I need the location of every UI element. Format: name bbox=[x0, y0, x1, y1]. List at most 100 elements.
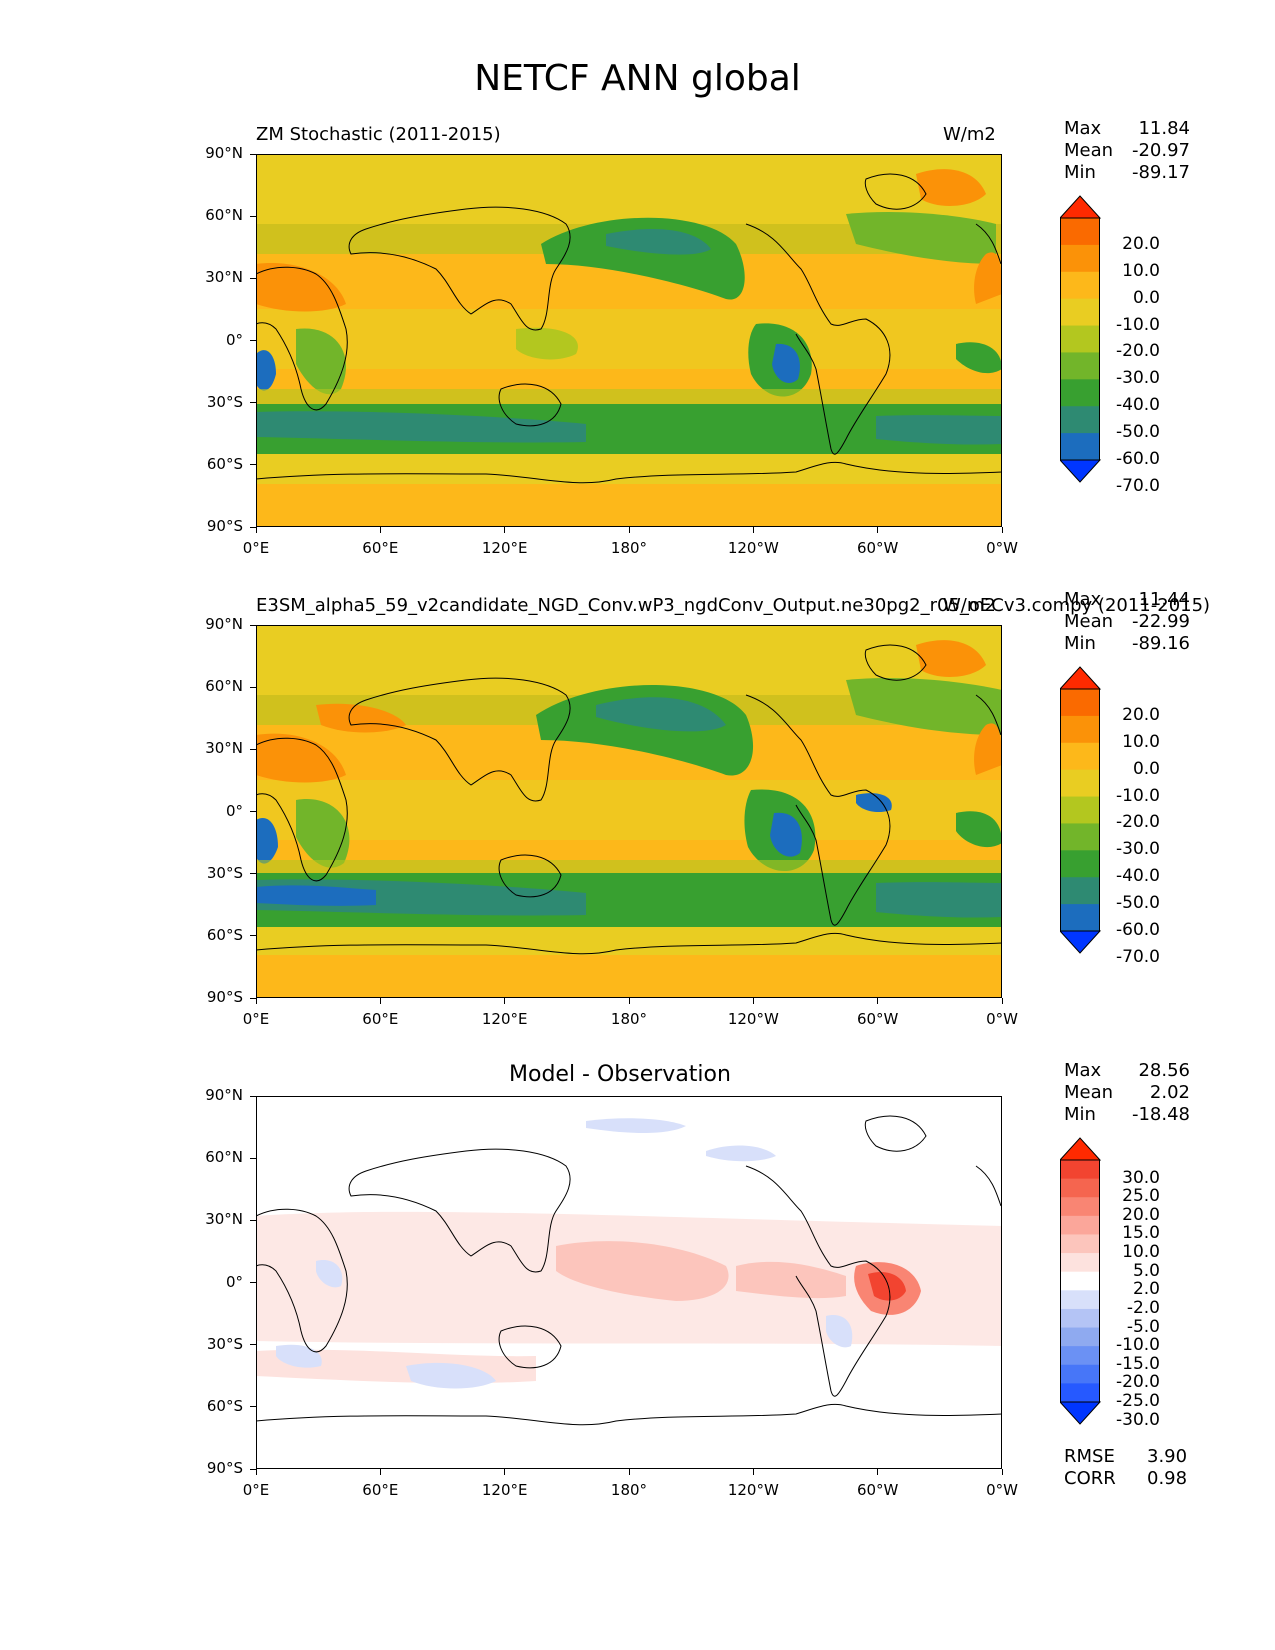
panel3-ytick bbox=[250, 1344, 256, 1346]
panel3-stat-value: 2.02 bbox=[1149, 1082, 1190, 1103]
panel2-xtick-label: 180° bbox=[610, 1010, 648, 1028]
panel1-xtick-label: 60°E bbox=[362, 539, 399, 557]
panel3-colorbar-label: -2.0 bbox=[1126, 1297, 1160, 1318]
panel3-ytick-label: 60°S bbox=[206, 1396, 243, 1415]
panel2-ytick-label: 90°S bbox=[206, 988, 243, 1006]
colorbar-segment bbox=[1060, 1346, 1100, 1366]
colorbar-segment bbox=[1060, 1271, 1100, 1291]
colorbar-segment bbox=[1060, 379, 1100, 407]
colorbar-segment bbox=[1060, 742, 1100, 771]
panel3-stat-value: 28.56 bbox=[1138, 1060, 1190, 1081]
panel3-ytick bbox=[250, 1095, 256, 1097]
figure-title: NETCF ANN global bbox=[474, 58, 801, 99]
panel2-stat-label: Min bbox=[1064, 633, 1096, 654]
colorbar-segment bbox=[1060, 1308, 1100, 1329]
panel3-ytick-label: 90°S bbox=[206, 1459, 243, 1477]
panel3-colorbar bbox=[1060, 1137, 1102, 1425]
colorbar-segment bbox=[1060, 1160, 1100, 1180]
panel3-colorbar-label: -5.0 bbox=[1126, 1316, 1160, 1337]
panel3-ytick-label: 90°N bbox=[205, 1086, 243, 1104]
panel3-colorbar-label: 2.0 bbox=[1132, 1279, 1160, 1300]
panel2-xtick bbox=[628, 998, 630, 1004]
panel2-colorbar-label: -50.0 bbox=[1116, 893, 1160, 914]
panel2-xtick-label: 0°E bbox=[242, 1010, 270, 1028]
panel1-xtick bbox=[379, 527, 381, 533]
panel1-colorbar-label: 20.0 bbox=[1122, 233, 1160, 254]
panel2-map bbox=[256, 625, 1002, 998]
colorbar-segment bbox=[1060, 1290, 1100, 1310]
panel3-ytick bbox=[250, 1406, 256, 1408]
panel1-ytick-label: 0° bbox=[225, 330, 243, 349]
panel2-stat-value: -89.16 bbox=[1131, 633, 1190, 654]
panel2-natlantic-track bbox=[846, 678, 1002, 735]
panel1-xtick bbox=[877, 527, 879, 533]
panel3-colorbar-label: -10.0 bbox=[1116, 1335, 1160, 1356]
panel2-ytick bbox=[250, 811, 256, 812]
colorbar-segment bbox=[1060, 218, 1100, 246]
rmse-value: 3.90 bbox=[1147, 1446, 1188, 1467]
panel1-natlantic-track bbox=[846, 212, 996, 264]
colorbar-segment bbox=[1060, 1327, 1100, 1347]
panel2-colorbar-label: -60.0 bbox=[1116, 920, 1160, 940]
panel1-xtick bbox=[504, 527, 506, 533]
panel3-xtick bbox=[752, 1469, 754, 1475]
panel1-xtick-label: 60°W bbox=[856, 539, 899, 557]
panel3-xtick bbox=[1001, 1469, 1003, 1475]
panel1-ytick bbox=[250, 340, 256, 341]
panel2-xtick-label: 0°W bbox=[986, 1010, 1018, 1028]
panel2-ytick-label: 90°N bbox=[205, 615, 243, 633]
panel1-ytick-label: 60°N bbox=[205, 206, 243, 225]
panel1-xtick-label: 120°E bbox=[481, 539, 528, 557]
panel1-colorbar-label: 10.0 bbox=[1122, 260, 1160, 281]
panel2-xtick bbox=[255, 998, 257, 1004]
panel2-ytick-label: 0° bbox=[225, 801, 243, 820]
panel2-xtick bbox=[752, 998, 754, 1004]
panel2-ytick-label: 60°N bbox=[205, 677, 243, 696]
panel2-colorbar-label: -70.0 bbox=[1116, 946, 1160, 967]
colorbar-segment bbox=[1060, 796, 1100, 824]
panel2-colorbar-label: 10.0 bbox=[1122, 731, 1160, 752]
panel3-ytick bbox=[250, 1282, 256, 1283]
panel2-stat-value: -22.99 bbox=[1131, 611, 1190, 632]
panel3-xtick bbox=[255, 1469, 257, 1475]
panel1-colorbar-label: -70.0 bbox=[1116, 475, 1160, 496]
panel1-units: W/m2 bbox=[943, 124, 996, 145]
panel2-colorbar-label: -10.0 bbox=[1116, 785, 1160, 806]
panel1-ytick-label: 30°N bbox=[205, 268, 243, 287]
panel3-colorbar-label: -25.0 bbox=[1116, 1391, 1160, 1411]
panel3-xtick-label: 120°W bbox=[727, 1481, 779, 1499]
panel3-ytick bbox=[250, 1468, 256, 1470]
panel3-ytick-label: 60°N bbox=[205, 1148, 243, 1167]
panel2-xtick bbox=[379, 998, 381, 1004]
panel3-colorbar-label: 25.0 bbox=[1122, 1186, 1160, 1207]
panel1-colorbar-label: -30.0 bbox=[1116, 368, 1160, 389]
panel1-ytick bbox=[250, 402, 256, 404]
colorbar-segment bbox=[1060, 406, 1100, 434]
panel1-ytick-label: 60°S bbox=[206, 454, 243, 473]
panel1-xtick bbox=[628, 527, 630, 533]
panel1-colorbar bbox=[1060, 195, 1102, 483]
panel1-xtick-label: 0°W bbox=[986, 539, 1018, 557]
panel2-stat-label: Max bbox=[1064, 589, 1102, 610]
panel2-xtick bbox=[877, 998, 879, 1004]
panel1-stat-label: Mean bbox=[1064, 140, 1114, 161]
colorbar-segment bbox=[1060, 1364, 1100, 1384]
panel3-xtick-label: 180° bbox=[610, 1481, 648, 1499]
colorbar-segment bbox=[1060, 904, 1100, 932]
panel2-ytick-label: 30°N bbox=[205, 739, 243, 758]
panel3-stat-label: Max bbox=[1064, 1060, 1102, 1081]
panel2-ytick-label: 60°S bbox=[206, 925, 243, 944]
panel1-colorbar-label: 0.0 bbox=[1132, 287, 1160, 308]
colorbar-extend-max bbox=[1060, 666, 1102, 690]
panel2-colorbar-label: -20.0 bbox=[1116, 812, 1160, 833]
panel2-colorbar-label: -40.0 bbox=[1116, 866, 1160, 887]
panel1-colorbar-label: -10.0 bbox=[1116, 314, 1160, 335]
panel2-ytick bbox=[250, 624, 256, 626]
panel3-colorbar-label: 30.0 bbox=[1122, 1167, 1160, 1188]
panel2-colorbar bbox=[1060, 666, 1102, 954]
panel3-xtick-label: 120°E bbox=[481, 1481, 528, 1499]
panel1-stat-value: -20.97 bbox=[1131, 140, 1190, 161]
panel2-xtick bbox=[504, 998, 506, 1004]
panel2-title: E3SM_alpha5_59_v2candidate_NGD_Conv.wP3_… bbox=[256, 595, 1211, 616]
panel3-xtick bbox=[504, 1469, 506, 1475]
